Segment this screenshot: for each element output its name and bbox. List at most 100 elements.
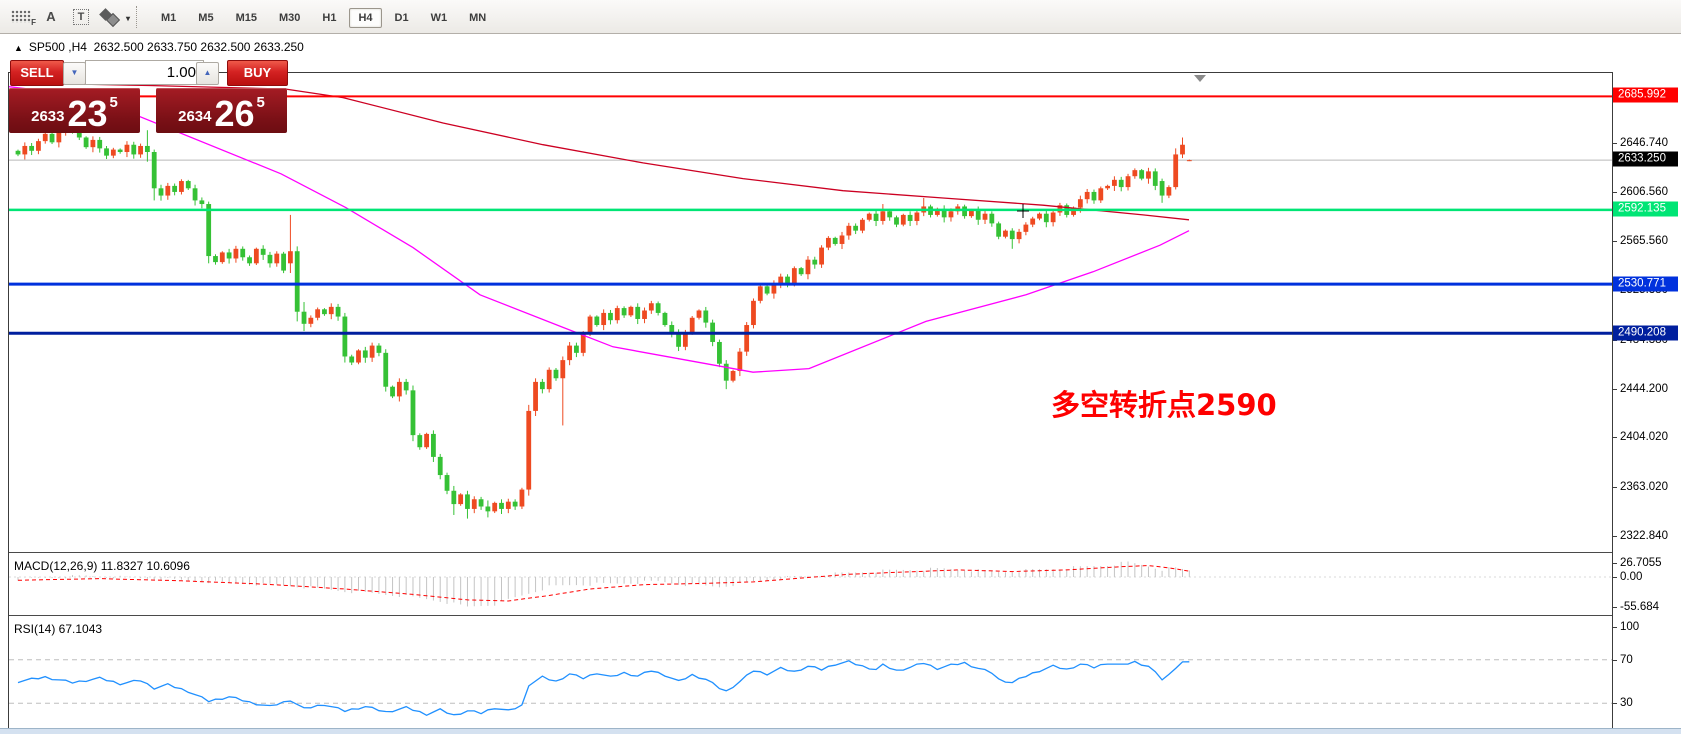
axis-tick-mark [1612, 388, 1617, 390]
timeframe-mn[interactable]: MN [469, 11, 487, 24]
candle-body [689, 317, 695, 333]
candle-body [83, 137, 89, 148]
candle-body [478, 499, 484, 507]
macd-pane[interactable]: MACD(12,26,9) 11.8327 10.6096 [9, 555, 1612, 615]
macd-tick: 0.00 [1612, 571, 1642, 583]
timeframe-w1[interactable]: W1 [430, 11, 448, 24]
chevron-down-icon: ▾ [125, 13, 130, 23]
symbol-info-line: ▲ SP500 ,H4 2632.500 2633.750 2632.500 26… [14, 40, 304, 54]
timeframe-h1[interactable]: H1 [322, 11, 337, 24]
candle-body [846, 225, 852, 236]
candle-body [301, 311, 307, 324]
tiled-windows-icon[interactable]: F [8, 5, 36, 29]
candle-body [322, 309, 327, 315]
chart-shift-marker-icon[interactable] [1194, 75, 1206, 82]
candlestick-chart[interactable]: 多空转折点2590 [9, 73, 1612, 552]
candle-body [635, 306, 641, 319]
axis-tick-mark [1612, 241, 1617, 243]
candle-body [1112, 179, 1117, 186]
candle-body [315, 309, 321, 318]
volume-increase-button[interactable]: ▲ [196, 62, 219, 85]
candle-body [812, 259, 818, 265]
candle-body [1132, 170, 1138, 177]
toolbar: F A T ▾ M1 M5 M15 M30 H1 H4 D1 W1 MN [0, 0, 1681, 34]
candle-body [621, 308, 627, 316]
candle-body [567, 345, 573, 361]
rsi-pane[interactable]: RSI(14) 67.1043 [9, 618, 1612, 734]
axis-tick-mark [1612, 577, 1617, 578]
price-tick: 2565.560 [1612, 235, 1668, 247]
candle-body [594, 316, 600, 326]
symbol-arrow-icon: ▲ [14, 43, 23, 53]
font-icon[interactable]: A [46, 9, 56, 24]
candle-body [403, 381, 409, 391]
candle-body [1037, 213, 1042, 219]
candle-body [512, 501, 518, 507]
candle-body [1016, 231, 1022, 240]
timeframe-m5[interactable]: M5 [198, 11, 214, 24]
candle-body [1043, 213, 1049, 223]
candle-body [281, 253, 286, 271]
volume-input[interactable]: 1.00 [85, 60, 204, 85]
candle-body [1009, 230, 1015, 240]
candle-body [390, 386, 395, 397]
shapes-icon[interactable]: ▾ [98, 5, 130, 29]
sell-price-display[interactable]: 2633 23 5 [9, 88, 140, 133]
text-label-icon[interactable]: T [68, 5, 94, 29]
candle-body [213, 256, 218, 263]
candle-body [294, 251, 300, 312]
macd-chart[interactable] [9, 555, 1612, 615]
candle-body [580, 333, 586, 353]
candle-body [825, 237, 831, 248]
candle-body [1139, 170, 1145, 179]
candle-body [15, 150, 21, 155]
candle-body [144, 145, 150, 153]
axis-tick-mark [1612, 703, 1617, 705]
candle-body [185, 181, 191, 189]
candle-body [1050, 212, 1056, 223]
symbol-ohlc: 2632.500 2633.750 2632.500 2633.250 [93, 40, 304, 54]
candle-body [36, 141, 41, 151]
candle-body [696, 310, 702, 318]
main-chart-pane[interactable]: 多空转折点2590 [9, 72, 1612, 553]
candle-body [1186, 160, 1192, 162]
candle-body [1091, 191, 1097, 201]
buy-button[interactable]: BUY [227, 60, 288, 86]
buy-price-display[interactable]: 2634 26 5 [156, 88, 287, 133]
candle-body [356, 350, 361, 363]
candle-body [465, 494, 470, 509]
candle-body [526, 410, 532, 490]
timeframe-h4[interactable]: H4 [349, 7, 382, 28]
candle-body [1152, 171, 1158, 186]
volume-decrease-button[interactable]: ▼ [63, 62, 86, 85]
sell-button[interactable]: SELL [10, 60, 64, 86]
candle-body [860, 219, 865, 231]
candle-body [866, 213, 872, 220]
candle-body [574, 345, 579, 353]
candle-body [410, 390, 416, 436]
timeframe-m1[interactable]: M1 [161, 11, 177, 24]
candle-body [676, 332, 681, 347]
candle-body [682, 332, 688, 347]
axis-tick-mark [1612, 607, 1617, 609]
candle-body [124, 144, 130, 153]
price-axis-border [1612, 72, 1613, 734]
timeframe-d1[interactable]: D1 [394, 11, 409, 24]
candle-body [608, 312, 613, 321]
candle-body [907, 214, 913, 221]
rsi-line [17, 660, 1190, 717]
candle-body [328, 306, 334, 315]
candle-body [539, 381, 545, 390]
timeframe-m30[interactable]: M30 [278, 11, 301, 24]
candle-body [900, 214, 906, 225]
pane-border [8, 72, 9, 734]
candle-body [1180, 144, 1185, 155]
candle-body [1159, 181, 1165, 196]
candle-body [1030, 218, 1036, 225]
timeframe-m15[interactable]: M15 [235, 11, 257, 24]
candle-body [492, 502, 498, 512]
candle-body [76, 130, 82, 138]
rsi-chart[interactable] [9, 618, 1612, 734]
candle-body [853, 225, 859, 231]
